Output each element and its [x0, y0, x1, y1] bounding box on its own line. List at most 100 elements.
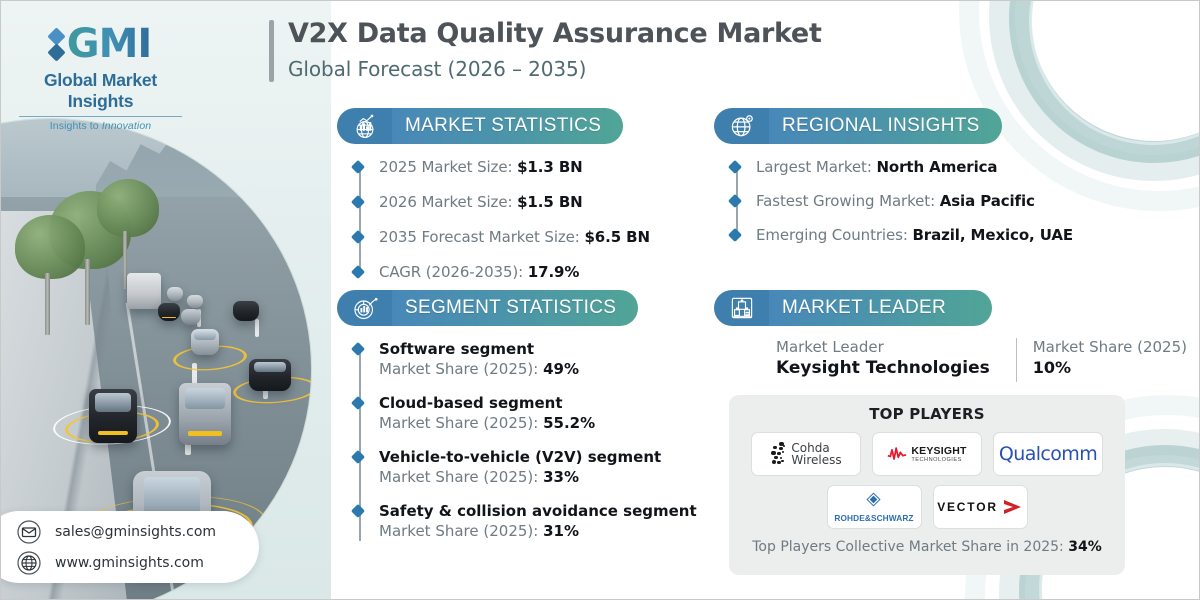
region-label: Largest Market:	[756, 158, 877, 176]
rohde-schwarz-diamond-icon	[866, 491, 882, 507]
gmi-logo-text: GMI	[66, 21, 153, 67]
gmi-tagline-italic: Innovation	[101, 120, 152, 132]
market-statistics-header: MARKET STATISTICS	[337, 108, 650, 144]
list-item: 2035 Forecast Market Size: $6.5 BN	[350, 228, 650, 246]
photo-lane-dash	[255, 319, 259, 337]
segment-share-label: Market Share (2025):	[379, 414, 544, 432]
top-players-footer: Top Players Collective Market Share in 2…	[743, 539, 1111, 555]
market-leader-body: Market Leader Keysight Technologies Mark…	[714, 338, 1187, 382]
market-leader-label: Market Leader	[776, 338, 884, 356]
list-item: Safety & collision avoidance segment Mar…	[350, 502, 697, 540]
market-statistics-title-bar: MARKET STATISTICS	[391, 108, 624, 144]
bullet-diamond-icon	[350, 395, 366, 411]
contact-website: www.gminsights.com	[55, 554, 204, 571]
segment-share-label: Market Share (2025):	[379, 360, 544, 378]
player-logo-qualcomm: Qualcomm	[993, 432, 1103, 476]
photo-tree	[97, 179, 159, 237]
region-label: Emerging Countries:	[756, 226, 913, 244]
bullet-diamond-icon	[350, 341, 366, 357]
region-value: Asia Pacific	[939, 192, 1035, 210]
photo-vehicle	[89, 389, 137, 443]
market-leader-share-column: Market Share (2025) 10%	[1033, 338, 1187, 377]
market-leader-share-label: Market Share (2025)	[1032, 338, 1187, 356]
vector-arrow-icon	[1003, 500, 1021, 514]
regional-insights-title: REGIONAL INSIGHTS	[782, 115, 980, 136]
gmi-tagline-prefix: Insights to	[49, 120, 102, 132]
photo-vehicle	[167, 287, 183, 301]
stat-label: 2026 Market Size:	[379, 193, 518, 211]
photo-tree-trunk	[45, 273, 50, 335]
top-players-panel: TOP PLAYERS Cohda Wireless	[729, 395, 1125, 575]
photo-vehicle	[187, 295, 203, 308]
keysight-wave-icon	[887, 447, 907, 460]
section-market-leader: MARKET LEADER Market Leader Keysight Tec…	[714, 290, 1187, 382]
photo-vehicle	[127, 273, 161, 309]
segment-share-value: 33%	[543, 468, 579, 486]
player-logo-vector: VECTOR	[932, 485, 1028, 529]
market-leader-share-value: 10%	[1032, 358, 1072, 377]
market-leader-title: MARKET LEADER	[782, 297, 947, 318]
segment-share-value: 31%	[543, 522, 579, 540]
regional-insights-title-bar: REGIONAL INSIGHTS	[768, 108, 1002, 144]
market-leader-value: Keysight Technologies	[776, 358, 990, 378]
list-item: 2026 Market Size: $1.5 BN	[350, 193, 650, 211]
player-name-line1: ROHDE&SCHWARZ	[834, 512, 914, 523]
cohda-dots-icon	[770, 441, 787, 467]
player-name-line1: VECTOR	[937, 500, 998, 514]
list-item: Emerging Countries: Brazil, Mexico, UAE	[727, 226, 1074, 244]
list-item: Cloud-based segment Market Share (2025):…	[350, 394, 697, 432]
photo-tree	[15, 215, 85, 279]
globe-pin-icon	[714, 108, 769, 144]
contact-website-row[interactable]: www.gminsights.com	[17, 550, 259, 575]
bullet-diamond-icon	[727, 159, 743, 175]
bullet-diamond-icon	[350, 229, 366, 245]
segment-statistics-title-bar: SEGMENT STATISTICS	[391, 290, 639, 326]
top-players-footer-label: Top Players Collective Market Share in 2…	[752, 539, 1069, 555]
market-statistics-list: 2025 Market Size: $1.3 BN 2026 Market Si…	[337, 158, 650, 281]
stat-value: 17.9%	[527, 263, 580, 281]
top-players-footer-value: 34%	[1068, 539, 1102, 555]
segment-name: Cloud-based segment	[379, 394, 563, 412]
segment-share-value: 55.2%	[543, 414, 596, 432]
bullet-diamond-icon	[350, 159, 366, 175]
segment-share-value: 49%	[543, 360, 579, 378]
page-title: V2X Data Quality Assurance Market	[288, 18, 822, 49]
player-name-line2: TECHNOLOGIES	[911, 457, 962, 463]
segment-share-label: Market Share (2025):	[379, 468, 544, 486]
bullet-diamond-icon	[727, 227, 743, 243]
page-title-block: V2X Data Quality Assurance Market Global…	[269, 17, 822, 82]
photo-vehicle	[158, 303, 180, 321]
segment-name: Software segment	[379, 340, 535, 358]
photo-tree-trunk	[123, 231, 127, 289]
region-value: Brazil, Mexico, UAE	[912, 226, 1074, 244]
photo-vehicle	[191, 329, 219, 355]
page-subtitle: Global Forecast (2026 – 2035)	[288, 56, 587, 81]
segment-name: Vehicle-to-vehicle (V2V) segment	[379, 448, 662, 466]
regional-insights-list: Largest Market: North America Fastest Gr…	[714, 158, 1073, 244]
bullet-diamond-icon	[727, 193, 743, 209]
market-statistics-title: MARKET STATISTICS	[405, 115, 602, 136]
bullet-diamond-icon	[350, 264, 366, 280]
bullet-diamond-icon	[350, 194, 366, 210]
globe-icon	[17, 550, 41, 575]
list-item: Largest Market: North America	[727, 158, 1073, 176]
market-statistics-connector	[359, 164, 361, 268]
player-name-line2: Wireless	[791, 453, 842, 467]
section-market-statistics: MARKET STATISTICS 2025 Market Size: $1.3…	[337, 108, 650, 281]
stat-value: $6.5 BN	[584, 228, 650, 246]
list-item: Software segment Market Share (2025): 49…	[350, 340, 697, 378]
market-leader-name-column: Market Leader Keysight Technologies	[776, 338, 990, 378]
list-item: Vehicle-to-vehicle (V2V) segment Market …	[350, 448, 697, 486]
player-logo-rohde-schwarz: ROHDE&SCHWARZ	[826, 485, 922, 529]
player-name-line1: Qualcomm	[998, 443, 1098, 465]
segment-statistics-header: SEGMENT STATISTICS	[337, 290, 697, 326]
segment-statistics-title: SEGMENT STATISTICS	[405, 297, 617, 318]
photo-vehicle	[181, 309, 201, 325]
contact-email-row[interactable]: sales@gminsights.com	[17, 519, 259, 544]
gmi-logo: GMI Global Market Insights Insights to I…	[13, 21, 188, 132]
list-item: Fastest Growing Market: Asia Pacific	[727, 192, 1073, 210]
gmi-logo-divider	[19, 116, 182, 117]
segment-statistics-list: Software segment Market Share (2025): 49…	[337, 340, 697, 541]
segment-name: Safety & collision avoidance segment	[379, 502, 697, 520]
